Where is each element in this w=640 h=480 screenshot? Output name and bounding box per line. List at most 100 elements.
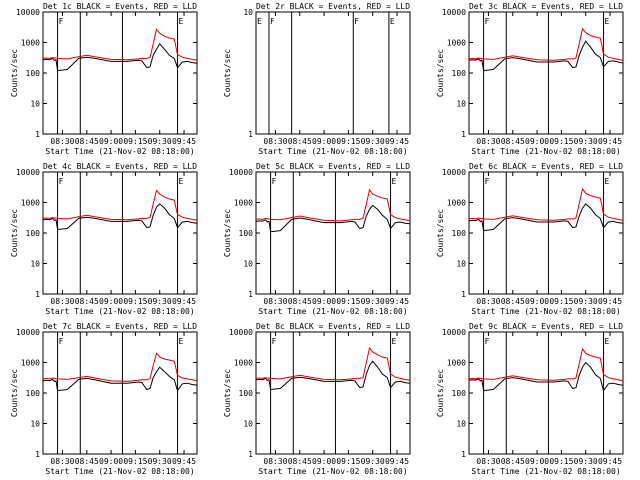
series-red-line xyxy=(42,189,198,221)
series-black-line xyxy=(42,203,198,231)
y-tick-label: 1000 xyxy=(21,39,40,48)
x-tick-label: 09:45 xyxy=(172,457,196,466)
x-tick-label: 09:00 xyxy=(312,457,336,466)
flag-letter: E xyxy=(605,337,610,346)
series-black-line xyxy=(42,43,198,72)
x-tick-label: 09:45 xyxy=(598,137,622,146)
x-axis-label: Start Time (21-Nov-02 08:18:00) xyxy=(45,467,194,476)
x-axis-label: Start Time (21-Nov-02 08:18:00) xyxy=(45,307,194,316)
y-tick-label: 10 xyxy=(456,420,466,429)
plot-frame xyxy=(255,11,411,135)
y-tick-label: 10 xyxy=(456,100,466,109)
y-tick-label: 100 xyxy=(239,229,254,238)
y-tick-label: 10000 xyxy=(442,8,466,17)
flag-letter: F xyxy=(485,337,490,346)
x-tick-label: 08:30 xyxy=(263,137,287,146)
x-tick-label: 09:15 xyxy=(549,297,573,306)
x-tick-label: 09:30 xyxy=(574,137,598,146)
series-black-line xyxy=(468,40,624,72)
flag-letter: E xyxy=(179,337,184,346)
series-red-line xyxy=(255,188,411,222)
y-tick-label: 1 xyxy=(35,450,40,459)
flag-letter: E xyxy=(257,17,262,26)
y-tick-label: 1 xyxy=(35,290,40,299)
x-tick-label: 08:45 xyxy=(501,457,525,466)
flag-letter: F xyxy=(485,177,490,186)
y-tick-label: 1000 xyxy=(447,199,466,208)
panel-det-3: Det 3c BLACK = Events, RED = LLD 1 10 100 10… xyxy=(436,2,624,156)
y-tick-label: 1000 xyxy=(447,359,466,368)
flag-letter: F xyxy=(272,337,277,346)
panel-title: Det 8c BLACK = Events, RED = LLD xyxy=(256,322,410,331)
x-axis-label: Start Time (21-Nov-02 08:18:00) xyxy=(471,147,620,156)
x-tick-label: 09:45 xyxy=(172,137,196,146)
x-tick-label: 08:30 xyxy=(50,457,74,466)
x-tick-label: 08:45 xyxy=(75,297,99,306)
panel-title: Det 7c BLACK = Events, RED = LLD xyxy=(43,322,197,331)
flag-letter: F xyxy=(59,17,64,26)
x-tick-label: 09:15 xyxy=(123,457,147,466)
series-red-line xyxy=(468,347,624,382)
plot-frame xyxy=(468,331,624,455)
x-tick-label: 09:15 xyxy=(336,137,360,146)
y-tick-label: 1 xyxy=(248,130,253,139)
x-tick-label: 09:30 xyxy=(574,297,598,306)
x-tick-label: 09:00 xyxy=(525,137,549,146)
y-tick-label: 10 xyxy=(243,260,253,269)
x-tick-label: 09:45 xyxy=(385,137,409,146)
flag-letter: E xyxy=(179,17,184,26)
plot-frame xyxy=(42,11,198,135)
x-tick-label: 09:00 xyxy=(99,297,123,306)
x-tick-label: 09:00 xyxy=(312,297,336,306)
series-black-line xyxy=(42,366,198,392)
x-tick-label: 08:45 xyxy=(288,137,312,146)
x-tick-label: 09:45 xyxy=(598,457,622,466)
panel-det-7: Det 7c BLACK = Events, RED = LLD 1 10 100 10… xyxy=(10,322,198,476)
x-tick-label: 09:30 xyxy=(574,457,598,466)
flag-letter: F xyxy=(59,337,64,346)
x-tick-label: 08:45 xyxy=(288,457,312,466)
x-tick-label: 08:45 xyxy=(501,297,525,306)
x-tick-label: 09:00 xyxy=(99,137,123,146)
x-tick-label: 09:45 xyxy=(172,297,196,306)
x-tick-label: 09:30 xyxy=(148,297,172,306)
flag-letter: E xyxy=(392,337,397,346)
flag-letter: F xyxy=(270,17,275,26)
y-tick-label: 1 xyxy=(248,450,253,459)
series-red-line xyxy=(42,352,198,382)
y-tick-label: 10 xyxy=(456,260,466,269)
flag-letter: E xyxy=(179,177,184,186)
x-tick-label: 09:30 xyxy=(361,297,385,306)
x-tick-label: 09:15 xyxy=(336,297,360,306)
y-tick-label: 10000 xyxy=(229,328,253,337)
x-tick-label: 09:45 xyxy=(598,297,622,306)
panel-det-6: Det 6c BLACK = Events, RED = LLD 1 10 100 10… xyxy=(436,162,624,316)
y-tick-label: 1 xyxy=(461,130,466,139)
y-axis-label: Counts/sec xyxy=(10,209,19,257)
x-axis-label: Start Time (21-Nov-02 08:18:00) xyxy=(471,307,620,316)
x-tick-label: 09:45 xyxy=(385,457,409,466)
series-black-line xyxy=(255,360,411,391)
y-tick-label: 100 xyxy=(452,389,467,398)
y-tick-label: 1000 xyxy=(234,199,253,208)
panel-title: Det 5c BLACK = Events, RED = LLD xyxy=(256,162,410,171)
y-tick-label: 10 xyxy=(243,8,253,17)
y-tick-label: 10000 xyxy=(16,168,40,177)
y-tick-label: 1 xyxy=(248,290,253,299)
panel-title: Det 9c BLACK = Events, RED = LLD xyxy=(469,322,623,331)
x-tick-label: 08:30 xyxy=(50,297,74,306)
flag-letter: E xyxy=(605,177,610,186)
panel-det-4: Det 4c BLACK = Events, RED = LLD 1 10 100 10… xyxy=(10,162,198,316)
panel-title: Det 3c BLACK = Events, RED = LLD xyxy=(469,2,623,11)
x-tick-label: 08:45 xyxy=(75,137,99,146)
y-axis-label: Counts/sec xyxy=(436,209,445,257)
x-tick-label: 09:15 xyxy=(123,137,147,146)
panel-title: Det 2r BLACK = Events, RED = LLD xyxy=(256,2,410,11)
y-tick-label: 10 xyxy=(243,420,253,429)
y-tick-label: 1 xyxy=(461,450,466,459)
flag-letter: F xyxy=(272,177,277,186)
x-tick-label: 09:30 xyxy=(361,457,385,466)
x-axis-label: Start Time (21-Nov-02 08:18:00) xyxy=(45,147,194,156)
y-tick-label: 1000 xyxy=(447,39,466,48)
x-tick-label: 08:45 xyxy=(75,457,99,466)
